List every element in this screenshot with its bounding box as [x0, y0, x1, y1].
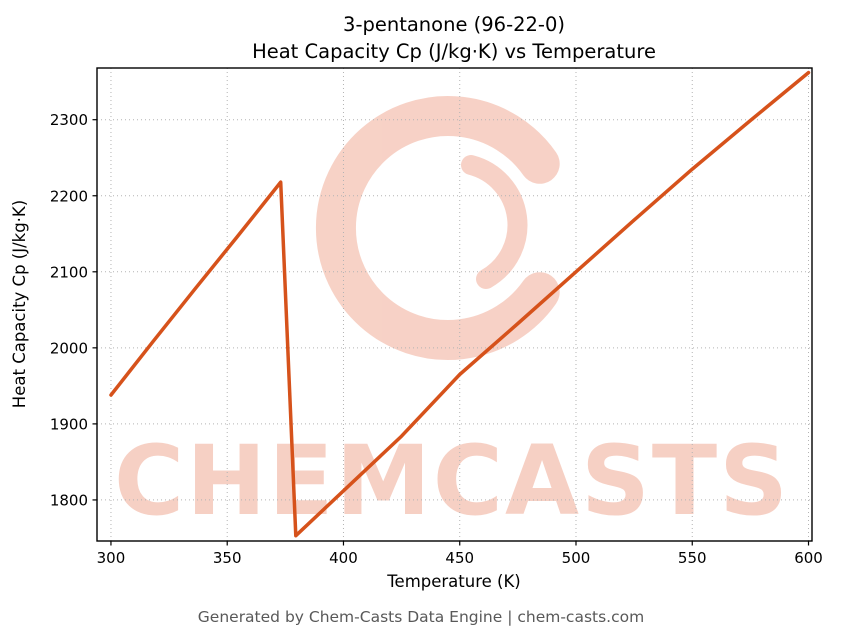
watermark-text: CHEMCASTS — [114, 425, 790, 537]
y-tick-label: 2000 — [50, 339, 88, 357]
x-tick-label: 600 — [794, 549, 823, 567]
series-lines — [109, 70, 811, 538]
x-axis-label: Temperature (K) — [386, 572, 520, 591]
x-tick-label: 300 — [97, 549, 126, 567]
chart-title-line1: 3-pentanone (96-22-0) — [343, 13, 565, 36]
x-tick-label: 550 — [678, 549, 707, 567]
x-tick-label: 400 — [329, 549, 358, 567]
y-tick-label: 1800 — [50, 491, 88, 509]
y-tick-label: 1900 — [50, 415, 88, 433]
chart-title-line2: Heat Capacity Cp (J/kg·K) vs Temperature — [252, 40, 656, 63]
x-tick-label: 500 — [562, 549, 591, 567]
footer-credit: Generated by Chem-Casts Data Engine | ch… — [198, 608, 644, 626]
axis-ticks: 300 350 400 450 500 550 600 1800 1900 2000 2100 220… — [50, 111, 823, 567]
y-tick-label: 2300 — [50, 111, 88, 129]
plot-border — [96, 67, 813, 542]
grid-lines — [97, 68, 812, 541]
chemcasts-logo-icon — [316, 96, 560, 360]
x-tick-label: 350 — [213, 549, 242, 567]
y-tick-label: 2200 — [50, 187, 88, 205]
y-tick-label: 2100 — [50, 263, 88, 281]
cp-series-line — [109, 70, 811, 538]
y-axis-label: Heat Capacity Cp (J/kg·K) — [10, 200, 29, 408]
x-tick-label: 450 — [445, 549, 474, 567]
watermark: CHEMCASTS — [114, 96, 790, 537]
